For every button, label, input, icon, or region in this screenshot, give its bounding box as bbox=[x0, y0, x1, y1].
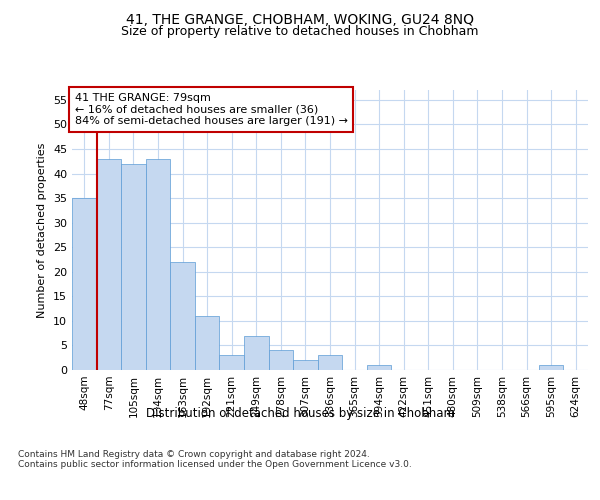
Text: 41 THE GRANGE: 79sqm
← 16% of detached houses are smaller (36)
84% of semi-detac: 41 THE GRANGE: 79sqm ← 16% of detached h… bbox=[74, 93, 347, 126]
Bar bbox=[121, 164, 146, 370]
Bar bbox=[220, 356, 244, 370]
Bar bbox=[97, 159, 121, 370]
Bar bbox=[170, 262, 195, 370]
Bar bbox=[195, 316, 220, 370]
Bar bbox=[269, 350, 293, 370]
Text: Contains HM Land Registry data © Crown copyright and database right 2024.
Contai: Contains HM Land Registry data © Crown c… bbox=[18, 450, 412, 469]
Bar bbox=[72, 198, 97, 370]
Text: Distribution of detached houses by size in Chobham: Distribution of detached houses by size … bbox=[146, 408, 455, 420]
Text: 41, THE GRANGE, CHOBHAM, WOKING, GU24 8NQ: 41, THE GRANGE, CHOBHAM, WOKING, GU24 8N… bbox=[126, 12, 474, 26]
Bar bbox=[539, 365, 563, 370]
Text: Size of property relative to detached houses in Chobham: Size of property relative to detached ho… bbox=[121, 25, 479, 38]
Bar bbox=[318, 356, 342, 370]
Bar bbox=[146, 159, 170, 370]
Bar bbox=[244, 336, 269, 370]
Y-axis label: Number of detached properties: Number of detached properties bbox=[37, 142, 47, 318]
Bar bbox=[367, 365, 391, 370]
Bar bbox=[293, 360, 318, 370]
